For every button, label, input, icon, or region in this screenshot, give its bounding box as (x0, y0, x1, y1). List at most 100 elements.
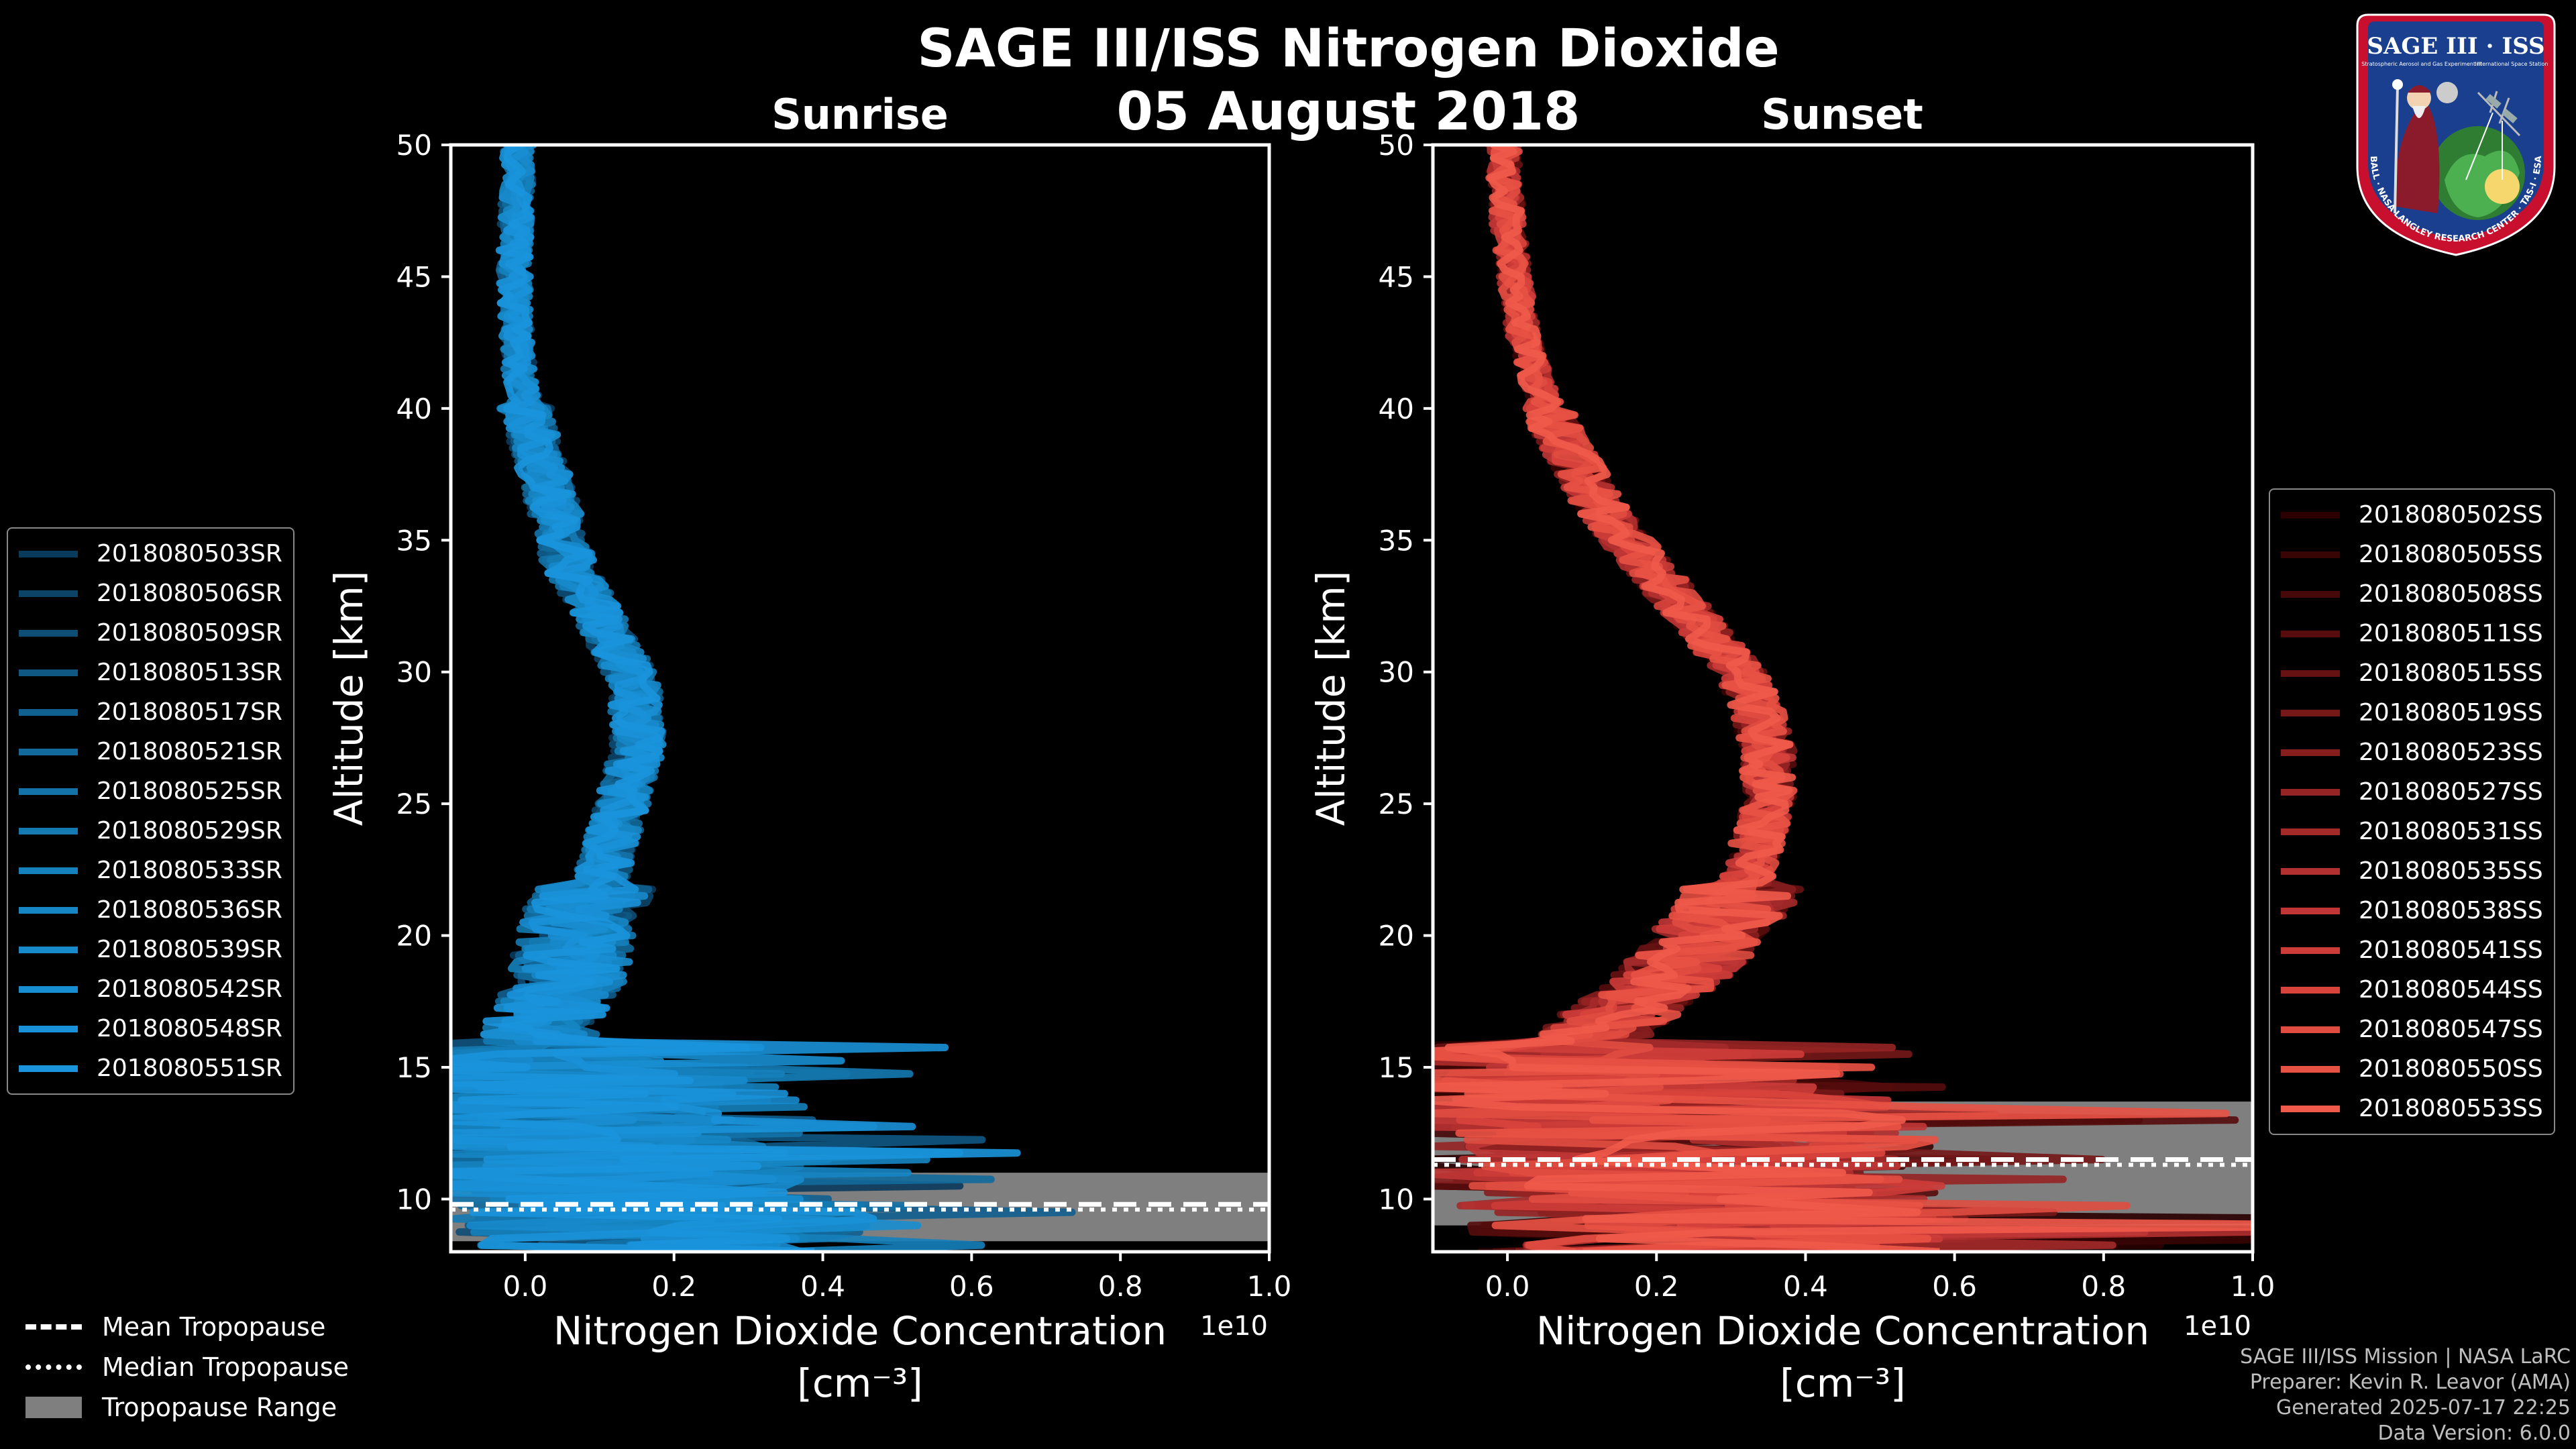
legend-swatch (19, 906, 78, 914)
profile-2018080550SS (1433, 145, 2230, 1252)
sunset-panel: 10 15 20 25 30 35 40 45 50 0.0 0.2 0.4 0.6 0.8 1.0 Suns… (1308, 90, 2275, 1406)
date-title: 05 August 2018 (1116, 82, 1580, 142)
sunset-ytick-label: 25 (1379, 788, 1414, 820)
sunset-xtick-label: 0.4 (1783, 1270, 1828, 1303)
legend-swatch (19, 867, 78, 874)
svg-text:Stratospheric Aerosol and Gas: Stratospheric Aerosol and Gas Experiment… (2361, 61, 2481, 67)
sunrise-plot-area (451, 145, 1269, 1252)
legend-label: 2018080539SR (97, 936, 282, 963)
sunrise-legend: 2018080503SR 2018080506SR 2018080509SR 2018… (7, 527, 294, 1095)
footer-line-version: Data Version: 6.0.0 (2377, 1421, 2571, 1445)
sunset-xtick-label: 1.0 (2231, 1270, 2275, 1303)
legend-swatch (19, 946, 78, 953)
svg-text:SAGE III · ISS: SAGE III · ISS (2367, 33, 2544, 60)
sunset-x-scale-label: 1e10 (2184, 1311, 2251, 1342)
sunrise-xtick-label: 0.6 (949, 1270, 994, 1303)
sunset-xaxis-label: Nitrogen Dioxide Concentration (1536, 1308, 2149, 1354)
median-tropopause-label: Median Tropopause (102, 1352, 349, 1382)
sunset-xtick-label: 0.6 (1932, 1270, 1977, 1303)
legend-swatch (19, 1025, 78, 1032)
legend-item-2018080511SS: 2018080511SS (2281, 614, 2543, 653)
sunrise-xaxis-label: Nitrogen Dioxide Concentration (553, 1308, 1167, 1354)
legend-item-2018080539SR: 2018080539SR (19, 930, 282, 969)
legend-label: 2018080515SS (2359, 659, 2543, 687)
legend-swatch (2281, 867, 2340, 875)
legend-label: 2018080523SS (2359, 739, 2543, 766)
sunset-ytick-label: 35 (1379, 524, 1414, 557)
legend-item-2018080551SR: 2018080551SR (19, 1049, 282, 1088)
legend-item-2018080542SR: 2018080542SR (19, 969, 282, 1009)
legend-label: 2018080509SR (97, 619, 282, 647)
sunrise-xtick-label: 0.2 (651, 1270, 696, 1303)
legend-item-2018080502SS: 2018080502SS (2281, 495, 2543, 535)
legend-label: 2018080508SS (2359, 580, 2543, 608)
sunrise-ytick-label: 35 (396, 524, 432, 557)
profile-2018080551SR (451, 145, 1021, 1252)
legend-item-2018080515SS: 2018080515SS (2281, 653, 2543, 693)
dotted-line-swatch (25, 1364, 82, 1370)
legend-swatch (19, 788, 78, 795)
sunset-ytick-label: 20 (1379, 920, 1414, 953)
legend-item-2018080513SR: 2018080513SR (19, 653, 282, 692)
sunrise-xtick-label: 0.4 (800, 1270, 845, 1303)
legend-item-2018080527SS: 2018080527SS (2281, 772, 2543, 812)
footer-line-preparer: Preparer: Kevin R. Leavor (AMA) (2249, 1371, 2571, 1394)
sunset-xtick-label: 0.0 (1485, 1270, 1530, 1303)
legend-swatch (19, 550, 78, 557)
sunrise-subplot-title: Sunrise (771, 90, 949, 139)
legend-swatch (2281, 749, 2340, 756)
legend-swatch (2281, 1105, 2340, 1112)
legend-item-2018080505SS: 2018080505SS (2281, 535, 2543, 574)
legend-item-2018080525SR: 2018080525SR (19, 771, 282, 811)
legend-swatch (2281, 986, 2340, 994)
legend-item-2018080506SR: 2018080506SR (19, 574, 282, 613)
legend-label: 2018080538SS (2359, 897, 2543, 924)
legend-label: 2018080506SR (97, 580, 282, 607)
legend-label: 2018080548SR (97, 1015, 282, 1042)
legend-swatch (2281, 669, 2340, 677)
legend-label: 2018080529SR (97, 817, 282, 845)
legend-item-2018080523SS: 2018080523SS (2281, 733, 2543, 772)
legend-label: 2018080533SR (97, 857, 282, 884)
legend-item-2018080541SS: 2018080541SS (2281, 930, 2543, 970)
sunrise-axes-frame (449, 143, 1271, 1254)
sunrise-ytick-label: 30 (396, 656, 432, 689)
legend-swatch (2281, 947, 2340, 954)
tropopause-range-label: Tropopause Range (102, 1393, 337, 1422)
sunset-ytick-label: 40 (1379, 392, 1414, 425)
sunrise-panel: 10 15 20 25 30 35 40 45 50 0.0 0.2 0.4 0.6 0.8 1.0 Sunr… (326, 90, 1291, 1406)
mean-tropopause-label: Mean Tropopause (102, 1312, 326, 1342)
sunset-ytick-label: 15 (1379, 1051, 1414, 1084)
legend-label: 2018080513SR (97, 659, 282, 686)
legend-swatch (2281, 590, 2340, 598)
range-swatch (25, 1397, 82, 1418)
legend-swatch (2281, 551, 2340, 558)
legend-label: 2018080547SS (2359, 1016, 2543, 1043)
legend-label: 2018080502SS (2359, 501, 2543, 529)
sunset-xtick-label: 0.8 (2081, 1270, 2126, 1303)
legend-swatch (2281, 788, 2340, 796)
legend-median-tropopause: Median Tropopause (25, 1347, 349, 1387)
legend-swatch (19, 590, 78, 597)
dashed-line-swatch (25, 1324, 82, 1330)
legend-swatch (2281, 907, 2340, 914)
sunrise-ytick-label: 50 (396, 129, 432, 162)
sunset-xtick-label: 0.2 (1634, 1270, 1679, 1303)
legend-label: 2018080527SS (2359, 778, 2543, 806)
legend-item-2018080538SS: 2018080538SS (2281, 891, 2543, 930)
sunrise-xtick-label: 0.8 (1098, 1270, 1143, 1303)
legend-label: 2018080550SS (2359, 1055, 2543, 1083)
legend-item-2018080533SR: 2018080533SR (19, 851, 282, 890)
legend-item-2018080529SR: 2018080529SR (19, 811, 282, 851)
sunset-xaxis-unit: [cm⁻³] (1780, 1360, 1906, 1406)
sunset-ytick-label: 10 (1379, 1183, 1414, 1216)
legend-label: 2018080551SR (97, 1055, 282, 1082)
sunset-plot-area (1433, 145, 2253, 1252)
sunrise-xtick-label: 0.0 (503, 1270, 548, 1303)
legend-swatch (2281, 828, 2340, 835)
legend-item-2018080535SS: 2018080535SS (2281, 851, 2543, 891)
main-title: SAGE III/ISS Nitrogen Dioxide (917, 19, 1780, 79)
tropopause-legend: Mean Tropopause Median Tropopause Tropop… (25, 1307, 349, 1428)
sunset-subplot-title: Sunset (1761, 90, 1923, 139)
